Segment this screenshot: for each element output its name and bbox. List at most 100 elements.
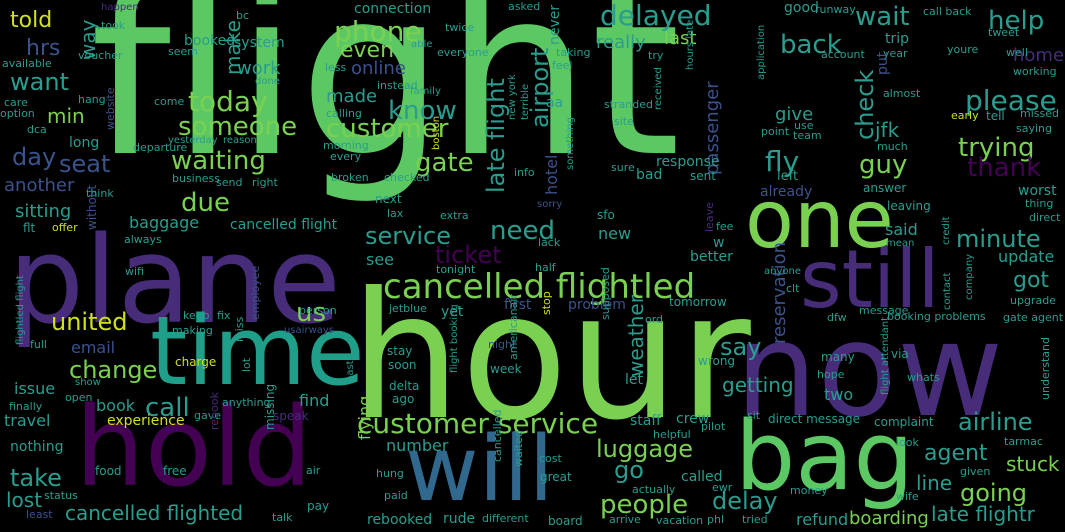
cloud-word: need — [490, 216, 555, 246]
cloud-word: new — [598, 224, 632, 243]
cloud-word: baggage — [129, 213, 200, 232]
cloud-word: leave — [703, 202, 716, 232]
cloud-word: hour — [350, 256, 751, 459]
cloud-word: use — [794, 119, 814, 132]
cloud-word: rebooked — [367, 512, 433, 528]
cloud-word: told — [10, 8, 53, 33]
cloud-word: option — [0, 107, 35, 120]
cloud-word: crew — [676, 411, 710, 427]
cloud-word: anything — [222, 396, 271, 409]
cloud-word: gave — [194, 409, 222, 422]
cloud-word: plane — [8, 212, 341, 351]
cloud-word: youre — [947, 43, 979, 56]
cloud-word: application — [756, 24, 767, 80]
cloud-word: took — [101, 19, 126, 32]
cloud-word: online — [351, 58, 406, 79]
cloud-word: asked — [508, 0, 541, 13]
cloud-word: money — [790, 484, 828, 497]
cloud-word: people — [600, 490, 689, 520]
cloud-word: free — [163, 464, 187, 478]
cloud-word: many — [821, 350, 855, 364]
cloud-word: week — [490, 362, 522, 376]
cloud-word: agent — [924, 441, 988, 466]
cloud-word: upgrade — [1010, 294, 1056, 307]
cloud-word: stranded — [604, 98, 654, 111]
cloud-word: boston — [431, 115, 442, 150]
cloud-word: gate — [415, 148, 474, 178]
cloud-word: phl — [707, 513, 725, 526]
cloud-word: waiting — [171, 146, 266, 176]
cloud-word: finally — [9, 400, 43, 413]
cloud-word: last — [664, 28, 697, 49]
cloud-word: customer service — [357, 407, 599, 440]
cloud-word: account — [821, 48, 865, 61]
cloud-word: terrible — [520, 83, 531, 120]
cloud-word: still — [800, 233, 940, 326]
cloud-word: hold — [75, 383, 313, 511]
cloud-word: back — [780, 30, 842, 60]
cloud-word: received — [653, 67, 664, 110]
cloud-word: ord — [645, 313, 664, 326]
cloud-word: site — [614, 115, 634, 128]
cloud-word: delta — [389, 379, 420, 393]
cloud-word: worst — [1018, 183, 1057, 199]
cloud-word: missed — [1020, 107, 1059, 120]
cloud-word: reason — [223, 135, 257, 146]
cloud-word: always — [124, 233, 162, 246]
cloud-word: aa — [546, 95, 564, 111]
cloud-word: less — [325, 61, 347, 74]
cloud-word: tonight — [436, 263, 476, 276]
cloud-word: info — [514, 166, 535, 179]
cloud-word: almost — [883, 87, 921, 100]
cloud-word: whats — [907, 371, 940, 384]
cloud-word: company — [964, 253, 975, 300]
cloud-word: cancelled flighted — [65, 501, 244, 525]
cloud-word: jfk — [875, 118, 900, 142]
cloud-word: complaint — [874, 415, 934, 429]
cloud-word: refund — [796, 510, 849, 529]
cloud-word: leaving — [887, 199, 931, 213]
cloud-word: luggage — [596, 435, 694, 463]
cloud-word: wait — [855, 2, 910, 32]
cloud-word: fly — [765, 145, 800, 178]
cloud-word: tried — [742, 513, 768, 526]
cloud-word: show — [75, 377, 101, 388]
cloud-word: website — [104, 87, 117, 130]
cloud-word: today — [188, 85, 268, 118]
cloud-word: two — [824, 385, 854, 404]
cloud-word: w — [713, 235, 725, 251]
cloud-word: wife — [896, 490, 919, 503]
cloud-word: come — [154, 95, 185, 108]
cloud-word: flt — [23, 221, 36, 235]
cloud-word: day — [12, 143, 57, 171]
cloud-word: cancelled flightled — [383, 267, 696, 307]
cloud-word: mean — [886, 238, 915, 249]
cloud-word: booking problems — [887, 310, 986, 323]
cloud-word: half — [535, 261, 556, 274]
cloud-word: due — [181, 188, 230, 218]
cloud-word: hope — [817, 368, 845, 381]
cloud-word: tweet — [988, 26, 1020, 39]
cloud-word: thank — [967, 153, 1042, 183]
cloud-word: even — [340, 38, 395, 63]
cloud-word: fix — [217, 309, 231, 322]
cloud-word: checked — [384, 171, 430, 184]
cloud-word: seat — [59, 150, 111, 178]
cloud-word: gate agent — [1003, 311, 1064, 324]
cloud-word: board — [548, 514, 583, 528]
cloud-word: credit — [941, 216, 952, 245]
cloud-word: trying — [958, 133, 1035, 163]
cloud-word: family — [410, 86, 441, 97]
cloud-word: take — [10, 464, 62, 492]
cloud-word: booked — [184, 33, 236, 49]
cloud-word: called — [681, 469, 723, 485]
cloud-word: miss — [233, 316, 246, 342]
cloud-word: speak — [273, 409, 309, 423]
cloud-word: delay — [712, 487, 778, 515]
cloud-word: via — [891, 347, 909, 361]
cloud-word: give — [775, 104, 814, 125]
cloud-word: twice — [445, 21, 475, 34]
cloud-word: understand — [1039, 337, 1052, 400]
cloud-word: bc — [236, 9, 250, 22]
